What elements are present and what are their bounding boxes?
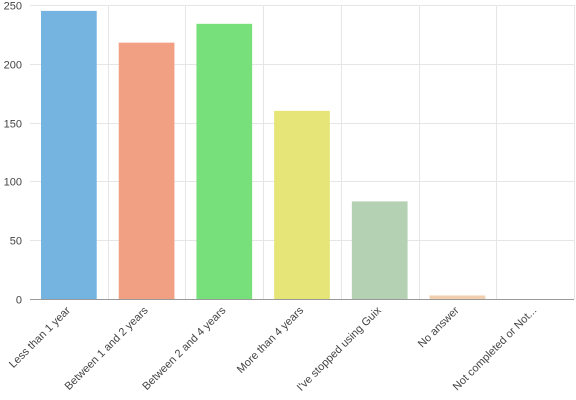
y-tick-label: 100	[4, 177, 22, 189]
y-tick-label: 200	[4, 60, 22, 72]
x-tick-label: I've stopped using Guix	[295, 304, 384, 393]
bar[interactable]	[351, 201, 408, 299]
y-tick-labels: 0 50 100 150 200 250	[4, 1, 22, 307]
y-tick-label: 0	[16, 295, 22, 307]
bars	[41, 10, 486, 300]
bar[interactable]	[41, 10, 97, 299]
bar[interactable]	[429, 295, 486, 299]
x-tick-label: More than 4 years	[235, 304, 307, 376]
bar[interactable]	[274, 110, 330, 299]
x-tick-label: Not completed or Not...	[451, 305, 539, 393]
y-tick-label: 50	[10, 236, 22, 248]
x-tick-label: No answer	[416, 304, 462, 350]
y-tick-label: 150	[4, 119, 22, 131]
x-tick-label: Less than 1 year	[7, 304, 73, 370]
y-tick-label: 250	[4, 1, 22, 13]
bar[interactable]	[118, 42, 175, 300]
x-tick-label: Between 2 and 4 years	[140, 304, 228, 392]
x-tick-label: Between 1 and 2 years	[63, 304, 151, 392]
bar[interactable]	[196, 23, 253, 299]
